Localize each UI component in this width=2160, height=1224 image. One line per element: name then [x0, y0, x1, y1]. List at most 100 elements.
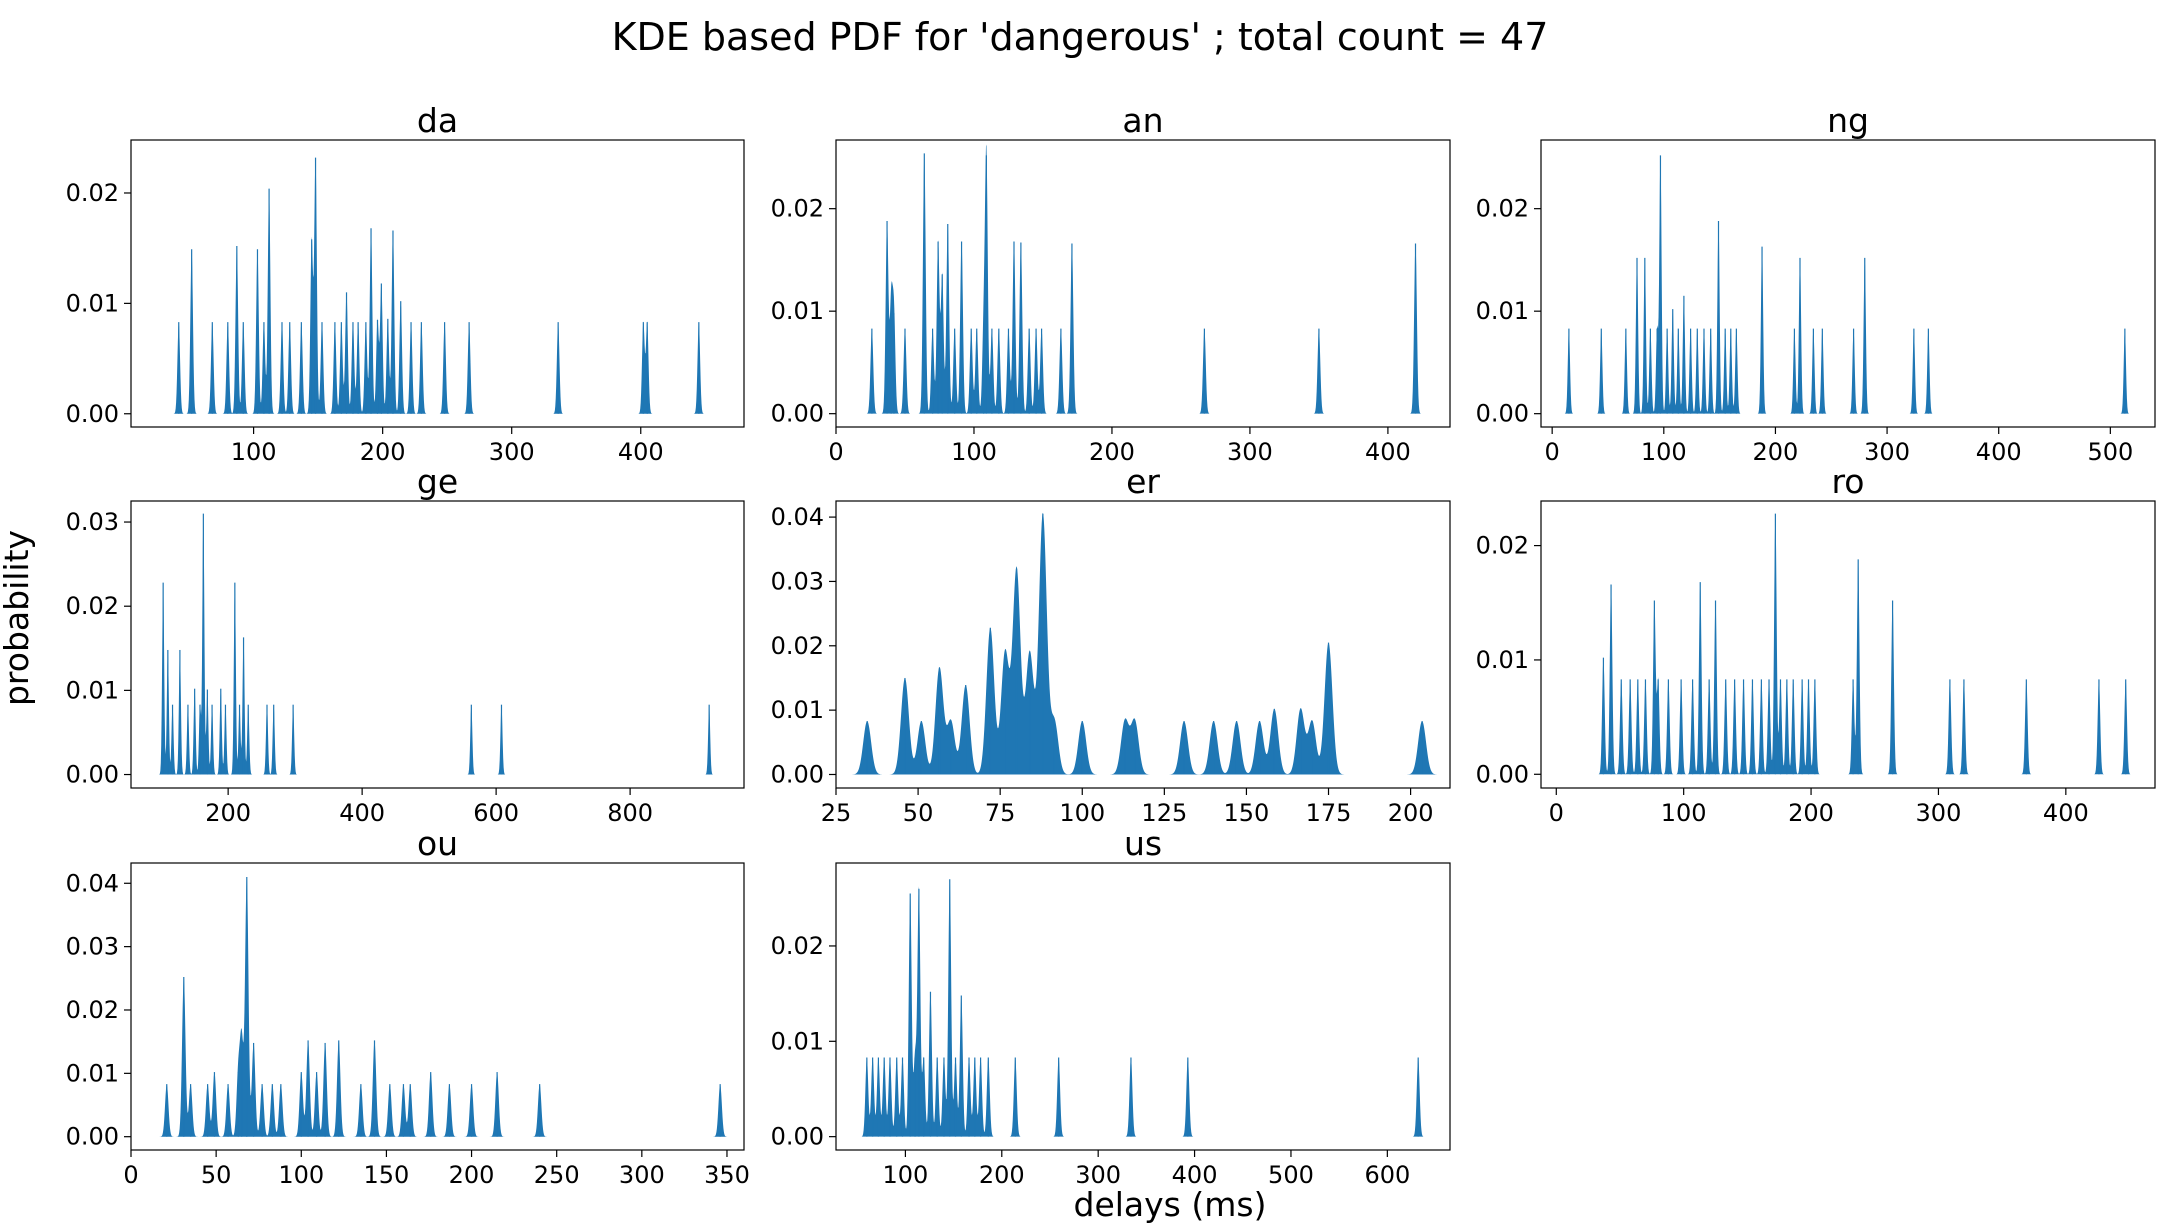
x-tick-label: 100 — [1661, 799, 1707, 827]
y-tick-label: 0.00 — [1476, 400, 1529, 428]
x-tick-label: 300 — [1075, 1161, 1121, 1189]
axes-frame — [835, 862, 1451, 1151]
y-tick-label: 0.01 — [66, 676, 119, 704]
subplot-an: an 0 100 200 300 400 0.00 0.01 0.02 — [771, 101, 1451, 466]
x-tick-label: 400 — [618, 438, 664, 466]
x-tick-label: 300 — [1916, 799, 1962, 827]
subplot-ge: ge 200 400 600 800 0.00 0.01 0.02 0.03 — [66, 462, 745, 827]
x-tick-label: 400 — [2043, 799, 2089, 827]
x-tick-label: 200 — [449, 1161, 495, 1189]
x-axis-label: delays (ms) — [1074, 1185, 1267, 1224]
axes-frame — [835, 500, 1451, 789]
density-area — [1541, 516, 2155, 775]
axes-frame — [1540, 139, 2156, 428]
subplot-da: da 100 200 300 400 0.00 0.01 0.02 — [66, 101, 745, 466]
x-tick-label: 400 — [1976, 438, 2022, 466]
x-tick-label: 100 — [1059, 799, 1105, 827]
y-tick-label: 0.00 — [771, 760, 824, 788]
x-tick-label: 100 — [1641, 438, 1687, 466]
x-tick-label: 200 — [1753, 438, 1799, 466]
x-tick-label: 0 — [1545, 438, 1560, 466]
x-tick-label: 100 — [231, 438, 277, 466]
density-area — [131, 157, 744, 414]
x-tick-label: 175 — [1306, 799, 1352, 827]
x-tick-label: 500 — [2087, 438, 2133, 466]
axes-frame — [130, 862, 745, 1151]
subplot-ng: ng 0 100 200 300 400 500 0.00 0.01 0.02 — [1476, 101, 2156, 466]
subplot-ro: ro 0 100 200 300 400 0.00 0.01 0.02 — [1476, 462, 2156, 827]
x-tick-label: 300 — [619, 1161, 665, 1189]
x-tick-label: 200 — [1788, 799, 1834, 827]
y-tick-label: 0.01 — [771, 297, 824, 325]
y-tick-label: 0.01 — [1476, 297, 1529, 325]
axes-frame — [1540, 500, 2156, 789]
y-tick-label: 0.04 — [771, 503, 824, 531]
y-tick-label: 0.03 — [66, 933, 119, 961]
y-tick-label: 0.01 — [771, 1027, 824, 1055]
y-tick-label: 0.01 — [1476, 646, 1529, 674]
y-tick-label: 0.03 — [771, 567, 824, 595]
x-tick-label: 600 — [1364, 1161, 1410, 1189]
x-tick-label: 250 — [534, 1161, 580, 1189]
density-area — [836, 880, 1450, 1137]
x-tick-label: 50 — [903, 799, 934, 827]
x-tick-label: 800 — [607, 799, 653, 827]
x-tick-label: 100 — [951, 438, 997, 466]
y-tick-label: 0.01 — [771, 696, 824, 724]
x-tick-label: 400 — [1172, 1161, 1218, 1189]
y-tick-label: 0.02 — [1476, 532, 1529, 560]
axes-frame — [835, 139, 1451, 428]
y-tick-label: 0.02 — [771, 932, 824, 960]
x-tick-label: 25 — [821, 799, 852, 827]
y-tick-label: 0.02 — [771, 632, 824, 660]
subplot-title: ro — [1831, 462, 1864, 501]
y-tick-label: 0.01 — [66, 1059, 119, 1087]
subplot-title: an — [1122, 101, 1163, 140]
y-tick-label: 0.04 — [66, 869, 119, 897]
y-tick-label: 0.00 — [66, 400, 119, 428]
axes-frame — [130, 500, 745, 789]
y-tick-label: 0.02 — [66, 592, 119, 620]
x-tick-label: 200 — [1089, 438, 1135, 466]
subplot-title: ge — [417, 462, 458, 501]
y-tick-label: 0.02 — [66, 996, 119, 1024]
y-tick-label: 0.00 — [66, 761, 119, 789]
x-tick-label: 300 — [1227, 438, 1273, 466]
x-tick-label: 300 — [1864, 438, 1910, 466]
subplot-us: us 100 200 300 400 500 600 0.00 0.01 0.02 — [771, 824, 1451, 1189]
x-tick-label: 0 — [1549, 799, 1564, 827]
y-tick-label: 0.02 — [66, 179, 119, 207]
y-tick-label: 0.02 — [771, 195, 824, 223]
y-tick-label: 0.00 — [771, 1123, 824, 1151]
x-tick-label: 300 — [489, 438, 535, 466]
x-tick-label: 100 — [278, 1161, 324, 1189]
x-tick-label: 350 — [704, 1161, 750, 1189]
subplot-title: da — [417, 101, 458, 140]
x-tick-label: 200 — [360, 438, 406, 466]
x-tick-label: 150 — [364, 1161, 410, 1189]
x-tick-label: 200 — [1388, 799, 1434, 827]
subplot-title: er — [1126, 462, 1160, 501]
x-tick-label: 50 — [201, 1161, 232, 1189]
y-tick-label: 0.02 — [1476, 195, 1529, 223]
x-tick-label: 75 — [985, 799, 1016, 827]
y-tick-label: 0.03 — [66, 508, 119, 536]
x-tick-label: 0 — [828, 438, 843, 466]
x-tick-label: 600 — [473, 799, 519, 827]
subplots: da 100 200 300 400 0.00 0.01 0.02 an 0 100 200 300 40… — [66, 101, 2156, 1189]
x-tick-label: 100 — [882, 1161, 928, 1189]
figure-title: KDE based PDF for 'dangerous' ; total co… — [612, 15, 1549, 59]
subplot-er: er 25 50 75 100 125 150 175 200 0.00 0.01 0.02 0.03 0… — [771, 462, 1451, 827]
density-area — [1541, 156, 2155, 414]
x-tick-label: 0 — [123, 1161, 138, 1189]
x-tick-label: 400 — [1365, 438, 1411, 466]
density-area — [836, 512, 1450, 775]
density-area — [131, 877, 744, 1137]
y-tick-label: 0.01 — [66, 289, 119, 317]
y-tick-label: 0.00 — [771, 400, 824, 428]
x-tick-label: 500 — [1268, 1161, 1314, 1189]
x-tick-label: 200 — [205, 799, 251, 827]
x-tick-label: 200 — [979, 1161, 1025, 1189]
